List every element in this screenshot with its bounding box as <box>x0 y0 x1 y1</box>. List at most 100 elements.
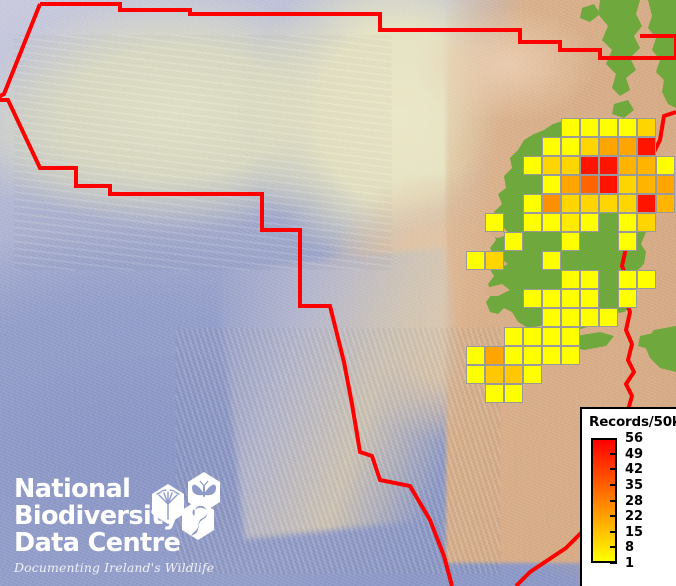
grid-cell[interactable] <box>656 175 675 194</box>
grid-cell[interactable] <box>523 194 542 213</box>
hebrides-island-2 <box>612 100 634 118</box>
grid-cell[interactable] <box>637 137 656 156</box>
logo-hexagon-marks <box>142 472 226 552</box>
eez-boundary-line <box>40 2 676 60</box>
grid-cell[interactable] <box>561 175 580 194</box>
grid-cell[interactable] <box>656 194 675 213</box>
grid-cell[interactable] <box>466 365 485 384</box>
grid-cell[interactable] <box>542 327 561 346</box>
legend-tick-marks <box>591 438 617 564</box>
grid-cell[interactable] <box>504 232 523 251</box>
canyon-texture <box>175 328 501 575</box>
grid-cell[interactable] <box>523 213 542 232</box>
grid-cell[interactable] <box>618 175 637 194</box>
grid-cell[interactable] <box>618 289 637 308</box>
legend-tick <box>610 452 617 455</box>
grid-cell[interactable] <box>523 327 542 346</box>
grid-cell[interactable] <box>618 194 637 213</box>
tree-icon <box>152 484 184 524</box>
legend-label: 28 <box>625 493 644 509</box>
grid-cell[interactable] <box>561 346 580 365</box>
grid-cell[interactable] <box>485 346 504 365</box>
grid-cell[interactable] <box>599 175 618 194</box>
grid-cell[interactable] <box>580 137 599 156</box>
grid-cell[interactable] <box>580 175 599 194</box>
grid-cell[interactable] <box>637 213 656 232</box>
grid-cell[interactable] <box>485 365 504 384</box>
grid-cell[interactable] <box>542 346 561 365</box>
grid-cell[interactable] <box>580 270 599 289</box>
grid-cell[interactable] <box>580 308 599 327</box>
grid-cell[interactable] <box>561 137 580 156</box>
grid-cell[interactable] <box>466 251 485 270</box>
grid-cell[interactable] <box>599 118 618 137</box>
grid-cell[interactable] <box>580 289 599 308</box>
grid-cell[interactable] <box>561 213 580 232</box>
grid-cell[interactable] <box>523 365 542 384</box>
grid-cell[interactable] <box>618 118 637 137</box>
grid-cell[interactable] <box>599 308 618 327</box>
legend-tick <box>610 468 617 471</box>
grid-cell[interactable] <box>504 384 523 403</box>
grid-cell[interactable] <box>637 194 656 213</box>
grid-cell[interactable] <box>523 346 542 365</box>
grid-cell[interactable] <box>561 289 580 308</box>
grid-cell[interactable] <box>599 137 618 156</box>
grid-cell[interactable] <box>542 251 561 270</box>
grid-cell[interactable] <box>618 213 637 232</box>
grid-cell[interactable] <box>561 156 580 175</box>
cornwall-landmass <box>638 332 664 350</box>
grid-cell[interactable] <box>561 118 580 137</box>
grid-cell[interactable] <box>542 194 561 213</box>
grid-cell[interactable] <box>656 156 675 175</box>
grid-cell[interactable] <box>504 365 523 384</box>
hebrides-island-1 <box>580 4 600 22</box>
nbdc-logo: National Biodiversity Data Centre Docume… <box>14 472 226 576</box>
scotland-inner-landmass <box>598 0 642 96</box>
grid-cell[interactable] <box>542 308 561 327</box>
grid-cell[interactable] <box>580 118 599 137</box>
grid-cell[interactable] <box>618 156 637 175</box>
grid-cell[interactable] <box>504 346 523 365</box>
grid-cell[interactable] <box>523 156 542 175</box>
legend-label: 49 <box>625 446 644 462</box>
grid-cell[interactable] <box>466 346 485 365</box>
grid-cell[interactable] <box>580 156 599 175</box>
grid-cell[interactable] <box>523 289 542 308</box>
grid-cell[interactable] <box>561 232 580 251</box>
grid-cell[interactable] <box>637 270 656 289</box>
legend-body: 56 49 42 35 28 22 15 8 1 <box>591 432 671 572</box>
grid-cell[interactable] <box>542 175 561 194</box>
grid-cell[interactable] <box>561 194 580 213</box>
grid-cell[interactable] <box>485 213 504 232</box>
eez-boundary-west <box>0 3 454 586</box>
grid-cell[interactable] <box>599 156 618 175</box>
grid-cell[interactable] <box>618 232 637 251</box>
grid-cell[interactable] <box>542 156 561 175</box>
grid-cell[interactable] <box>618 137 637 156</box>
grid-cell[interactable] <box>485 384 504 403</box>
grid-cell[interactable] <box>637 156 656 175</box>
legend-tick <box>610 515 617 518</box>
legend-title: Records/50km <box>589 414 676 430</box>
grid-cell[interactable] <box>637 175 656 194</box>
legend-label: 8 <box>625 540 635 556</box>
grid-cell[interactable] <box>561 308 580 327</box>
grid-cell[interactable] <box>580 213 599 232</box>
grid-cell[interactable] <box>504 327 523 346</box>
grid-cell[interactable] <box>542 213 561 232</box>
legend-label: 35 <box>625 477 644 493</box>
grid-cell[interactable] <box>542 137 561 156</box>
grid-cell[interactable] <box>561 270 580 289</box>
grid-cell[interactable] <box>485 251 504 270</box>
grid-cell[interactable] <box>599 194 618 213</box>
grid-cell[interactable] <box>561 327 580 346</box>
legend-label: 15 <box>625 524 644 540</box>
grid-cell[interactable] <box>637 118 656 137</box>
grid-cell[interactable] <box>580 194 599 213</box>
grid-cell[interactable] <box>542 289 561 308</box>
grid-cell[interactable] <box>618 270 637 289</box>
legend-tick <box>610 546 617 549</box>
